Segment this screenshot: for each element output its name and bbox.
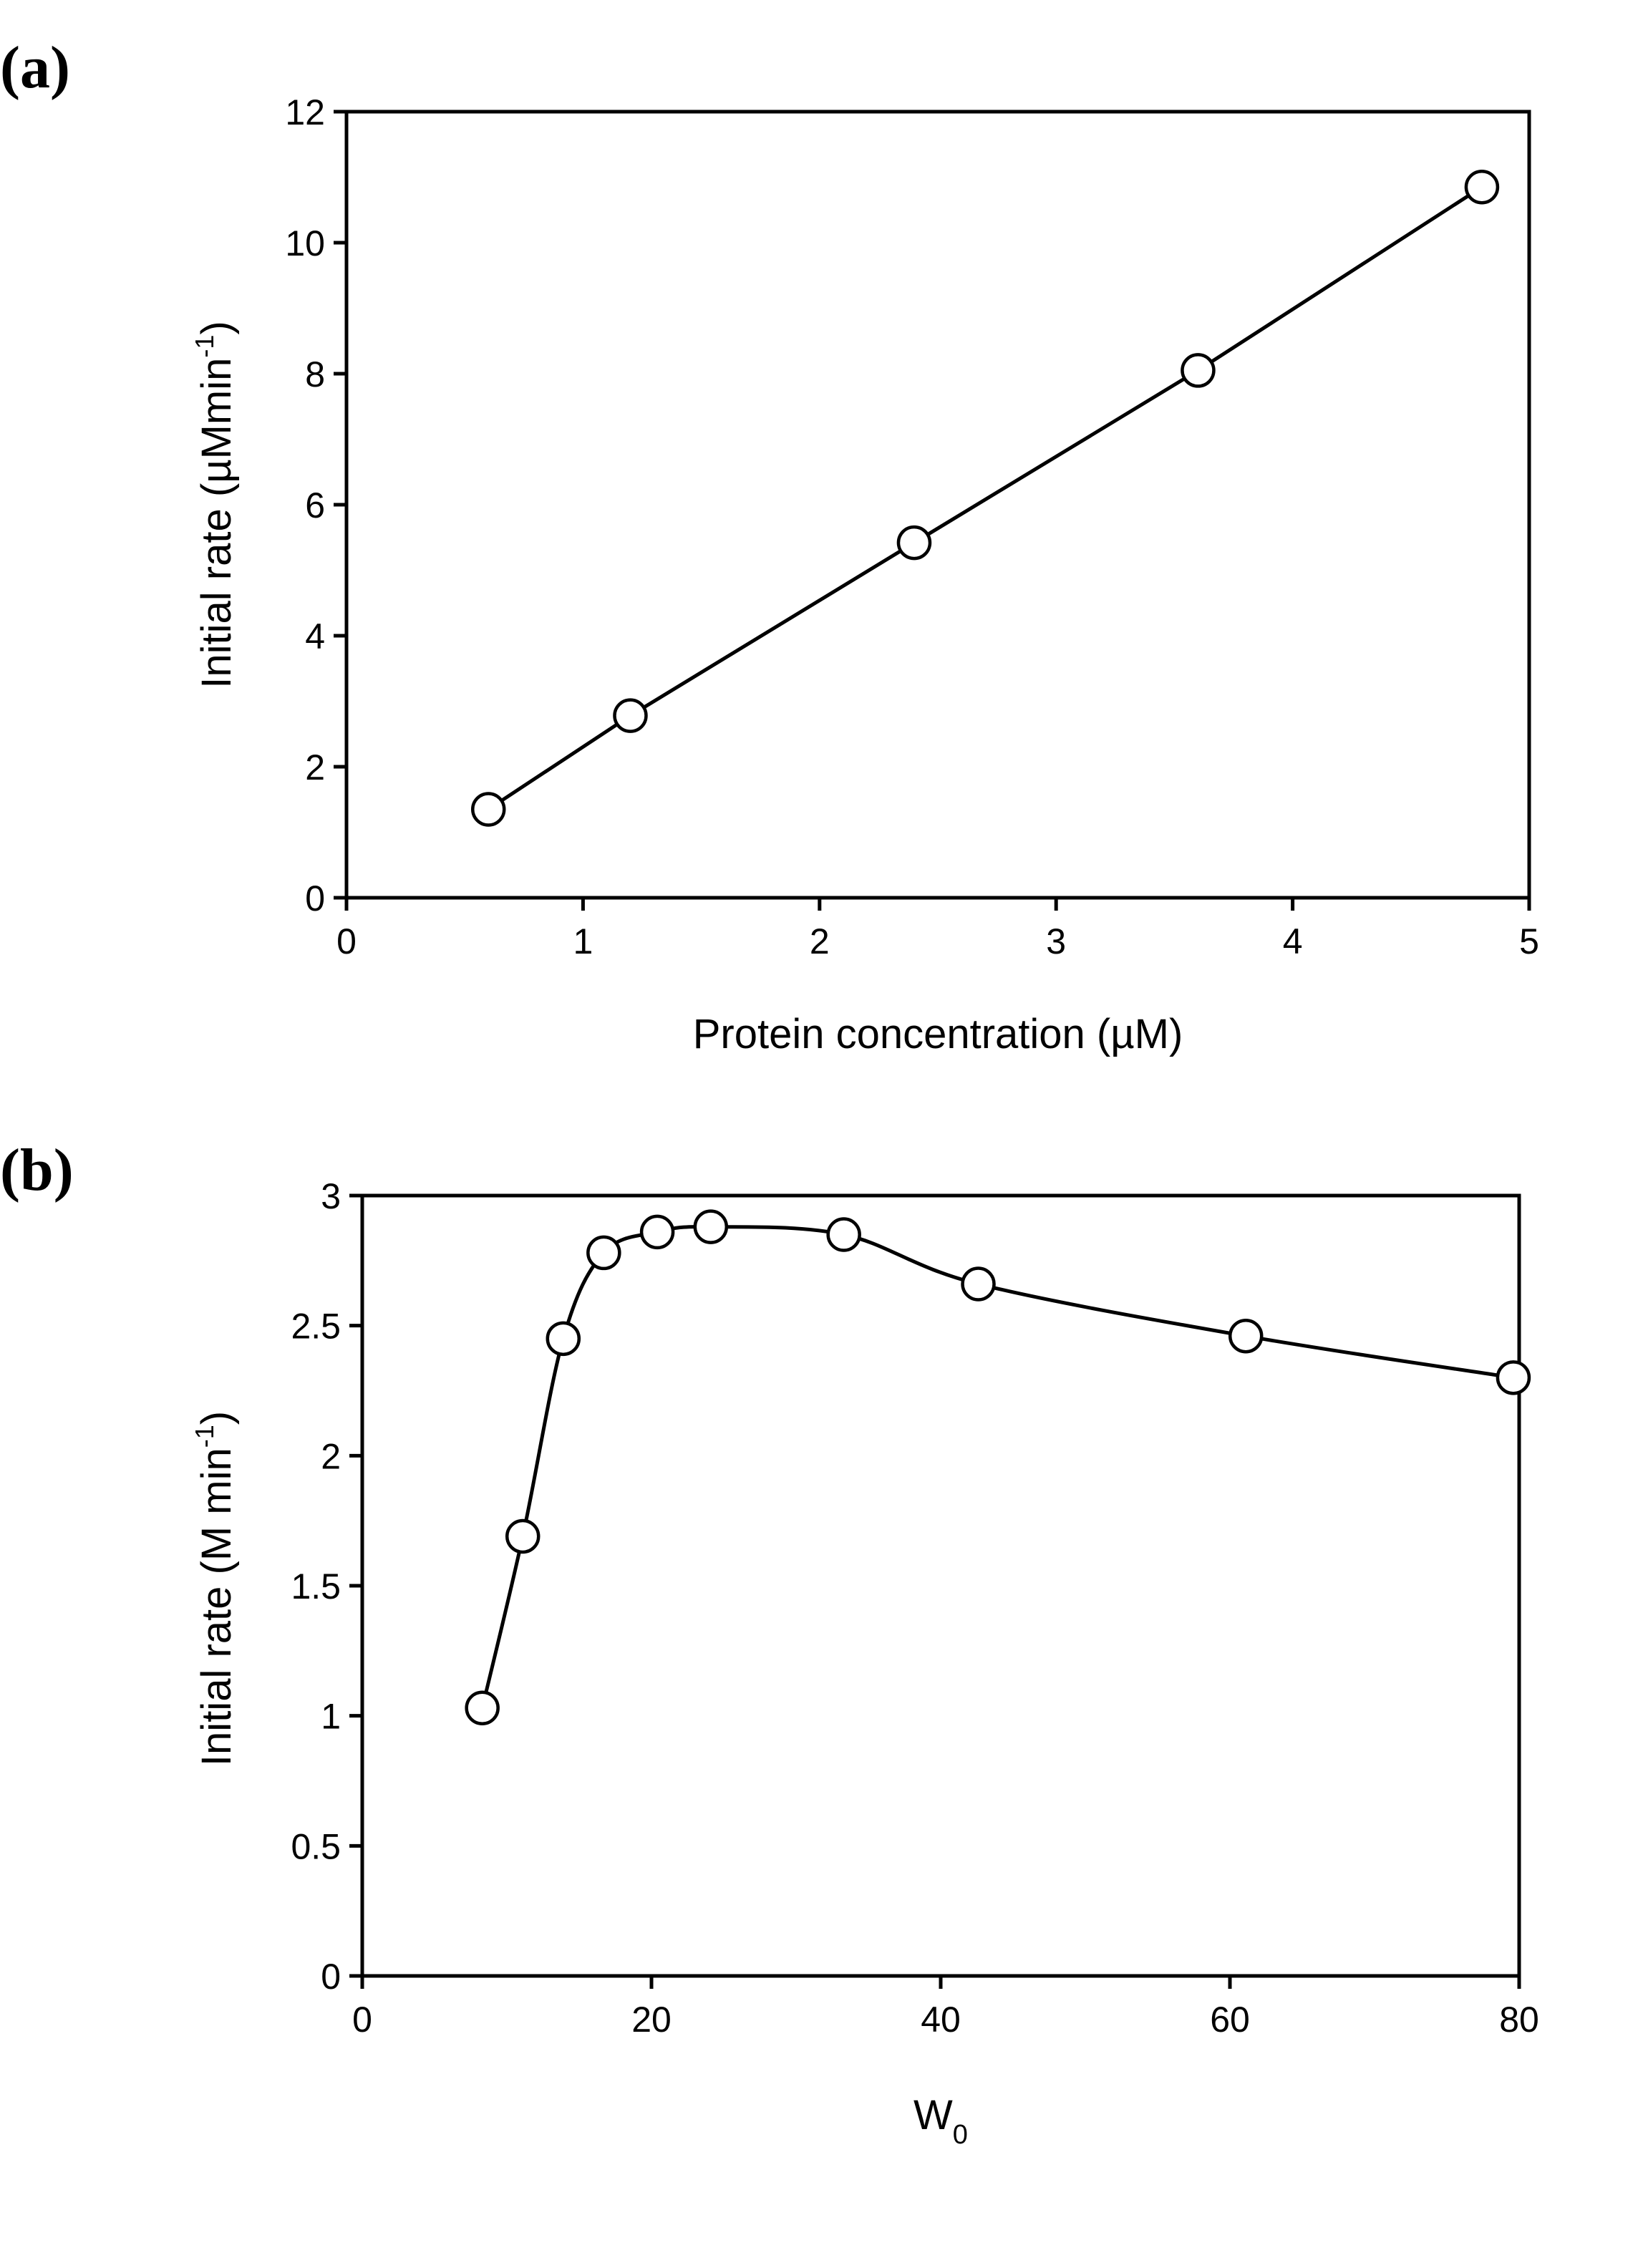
y-tick-label: 0.5	[291, 1826, 341, 1866]
panel-b-label: (b)	[0, 1137, 74, 1203]
y-tick-label: 1.5	[291, 1566, 341, 1606]
x-tick-label: 20	[631, 2000, 672, 2040]
panel-a-label: (a)	[0, 34, 70, 101]
panel-b-y-axis-title-close: )	[193, 1411, 240, 1425]
panel-a-y-axis-title-main: Initial rate (µMmin	[193, 358, 240, 689]
x-tick-label: 1	[573, 921, 593, 961]
data-point	[1181, 353, 1216, 388]
x-tick-label: 40	[921, 2000, 961, 2040]
panel-a-y-axis-title: Initial rate (µMmin-1)	[190, 321, 240, 688]
y-tick-label: 2	[305, 747, 325, 788]
x-tick-label: 3	[1046, 921, 1066, 961]
data-point	[586, 1235, 621, 1271]
x-tick-label: 2	[810, 921, 830, 961]
panel-b-x-axis: 0 20 40 60 80	[352, 1976, 1539, 2040]
data-point	[465, 1690, 500, 1726]
panel-b-y-axis-title-main: Initial rate (M min	[193, 1448, 240, 1766]
data-point	[613, 698, 648, 733]
data-point	[693, 1209, 729, 1244]
x-tick-label: 0	[336, 921, 357, 961]
y-tick-label: 8	[305, 354, 325, 394]
y-tick-label: 2	[321, 1436, 341, 1476]
data-point	[826, 1217, 861, 1252]
y-tick-label: 2.5	[291, 1307, 341, 1347]
data-point	[546, 1321, 581, 1357]
panel-a-x-axis-title: Protein concentration (µM)	[693, 1011, 1183, 1057]
y-tick-label: 12	[285, 92, 325, 132]
panel-a-y-axis-title-close: )	[193, 321, 240, 334]
panel-a-y-axis: 0 2 4 6 8 10 12	[285, 92, 346, 919]
x-tick-label: 60	[1210, 2000, 1250, 2040]
x-tick-label: 0	[352, 2000, 372, 2040]
y-tick-label: 10	[285, 223, 325, 263]
y-tick-label: 0	[305, 878, 325, 919]
y-tick-label: 3	[321, 1176, 341, 1216]
y-tick-label: 0	[321, 1957, 341, 1997]
data-point	[639, 1214, 675, 1250]
data-point	[505, 1518, 541, 1554]
panel-b-data-points	[465, 1209, 1531, 1726]
y-tick-label: 1	[321, 1697, 341, 1737]
y-tick-label: 6	[305, 485, 325, 525]
data-point	[1228, 1318, 1264, 1354]
data-point	[470, 792, 506, 827]
panel-a-y-axis-title-exponent: -1	[190, 335, 219, 358]
panel-b-x-axis-title-main: W	[914, 2092, 953, 2138]
panel-b-chart: (b) 0 20 40 60 80 00.511.522.53 W0 Initial r…	[0, 1137, 1539, 2150]
data-point	[1496, 1360, 1531, 1395]
panel-b-x-axis-title-subscript: 0	[953, 2120, 968, 2150]
panel-b-y-axis-title: Initial rate (M min-1)	[190, 1411, 240, 1766]
panel-b-x-axis-title: W0	[914, 2092, 968, 2150]
panel-b-y-axis: 0 0.5 1 1.5 2 2.5 3	[291, 1176, 362, 1997]
panel-a-x-axis: 0 1 2 3 4 5	[336, 898, 1539, 961]
panel-b-series-line	[480, 1224, 1514, 1709]
x-tick-label: 5	[1519, 921, 1539, 961]
panel-a-data-points	[470, 169, 1500, 827]
panel-b-plot-frame	[360, 1193, 1521, 1978]
data-point	[1464, 169, 1500, 205]
x-tick-label: 4	[1283, 921, 1303, 961]
panel-b-y-axis-title-exponent: -1	[190, 1425, 219, 1448]
y-tick-label: 4	[305, 616, 325, 656]
x-tick-label: 80	[1499, 2000, 1539, 2040]
data-point	[961, 1266, 996, 1302]
data-point	[896, 525, 932, 561]
panel-a-plot-frame	[344, 110, 1531, 900]
